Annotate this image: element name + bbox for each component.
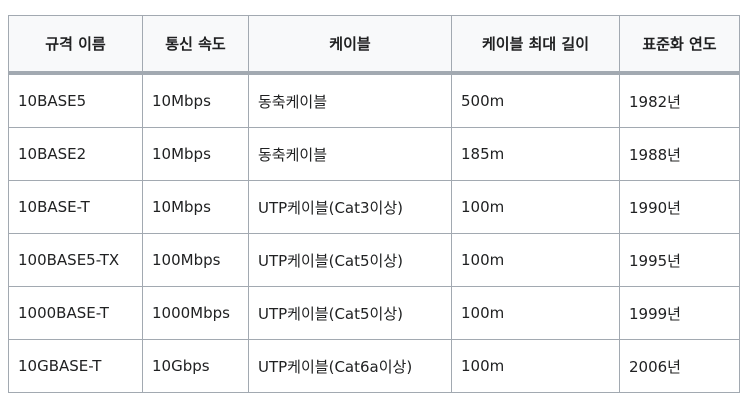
cell-speed: 10Mbps: [142, 180, 249, 234]
cell-year: 1995년: [619, 233, 740, 287]
cell-cable: UTP케이블(Cat5이상): [248, 286, 452, 340]
cell-year: 1999년: [619, 286, 740, 340]
cell-cable: 동축케이블: [248, 127, 452, 181]
header-row: 규격 이름 통신 속도 케이블 케이블 최대 길이 표준화 연도: [8, 15, 740, 75]
cell-standard-name: 10BASE2: [8, 127, 143, 181]
ethernet-standards-table: 규격 이름 통신 속도 케이블 케이블 최대 길이 표준화 연도 10BASE5…: [8, 15, 740, 393]
table-row: 10BASE5 10Mbps 동축케이블 500m 1982년: [8, 72, 740, 128]
table-row: 10GBASE-T 10Gbps UTP케이블(Cat6a이상) 100m 20…: [8, 339, 740, 393]
cell-speed: 100Mbps: [142, 233, 249, 287]
cell-max-length: 100m: [451, 339, 620, 393]
cell-standard-name: 1000BASE-T: [8, 286, 143, 340]
cell-standard-name: 10BASE5: [8, 72, 143, 128]
cell-year: 1990년: [619, 180, 740, 234]
cell-max-length: 100m: [451, 233, 620, 287]
cell-max-length: 100m: [451, 286, 620, 340]
table-row: 10BASE2 10Mbps 동축케이블 185m 1988년: [8, 127, 740, 181]
table-row: 1000BASE-T 1000Mbps UTP케이블(Cat5이상) 100m …: [8, 286, 740, 340]
cell-year: 1988년: [619, 127, 740, 181]
cell-speed: 10Mbps: [142, 127, 249, 181]
cell-standard-name: 10GBASE-T: [8, 339, 143, 393]
cell-year: 2006년: [619, 339, 740, 393]
cell-cable: UTP케이블(Cat3이상): [248, 180, 452, 234]
table-container: 규격 이름 통신 속도 케이블 케이블 최대 길이 표준화 연도 10BASE5…: [8, 15, 740, 393]
cell-speed: 10Gbps: [142, 339, 249, 393]
cell-max-length: 100m: [451, 180, 620, 234]
cell-standard-name: 100BASE5-TX: [8, 233, 143, 287]
header-speed: 통신 속도: [142, 15, 249, 75]
header-standard-name: 규격 이름: [8, 15, 143, 75]
header-year: 표준화 연도: [619, 15, 740, 75]
cell-cable: UTP케이블(Cat5이상): [248, 233, 452, 287]
cell-speed: 10Mbps: [142, 72, 249, 128]
cell-speed: 1000Mbps: [142, 286, 249, 340]
cell-year: 1982년: [619, 72, 740, 128]
table-row: 10BASE-T 10Mbps UTP케이블(Cat3이상) 100m 1990…: [8, 180, 740, 234]
cell-max-length: 500m: [451, 72, 620, 128]
table-row: 100BASE5-TX 100Mbps UTP케이블(Cat5이상) 100m …: [8, 233, 740, 287]
header-cable: 케이블: [248, 15, 452, 75]
cell-cable: 동축케이블: [248, 72, 452, 128]
cell-cable: UTP케이블(Cat6a이상): [248, 339, 452, 393]
header-max-length: 케이블 최대 길이: [451, 15, 620, 75]
cell-standard-name: 10BASE-T: [8, 180, 143, 234]
cell-max-length: 185m: [451, 127, 620, 181]
